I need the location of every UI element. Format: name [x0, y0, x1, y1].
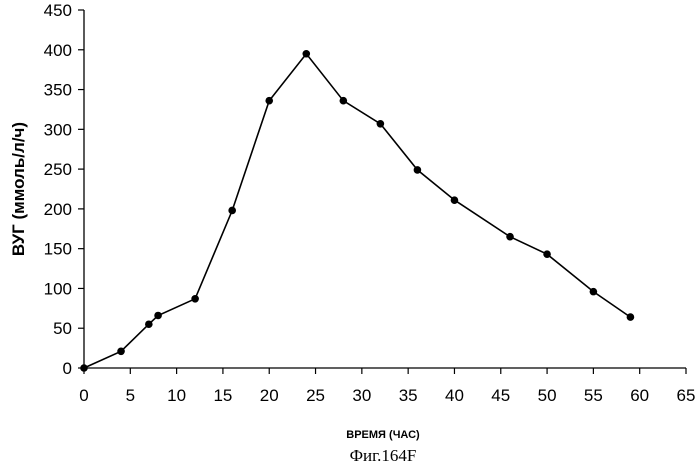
x-tick-label: 30	[352, 386, 371, 405]
y-tick-label: 150	[44, 240, 72, 259]
y-axis-label: ВУГ (ммоль/л/ч)	[9, 122, 28, 256]
data-point	[265, 97, 273, 105]
x-axis-label: ВРЕМЯ (ЧАС)	[346, 429, 420, 441]
x-tick-label: 65	[677, 386, 696, 405]
x-tick-label: 25	[306, 386, 325, 405]
y-tick-label: 50	[53, 319, 72, 338]
y-ticks: 0 50 100 150 200 250 300 350 400 450	[44, 1, 84, 378]
x-tick-label: 60	[630, 386, 649, 405]
x-tick-label: 55	[584, 386, 603, 405]
x-tick-label: 5	[126, 386, 135, 405]
y-tick-label: 300	[44, 120, 72, 139]
data-point	[228, 207, 236, 215]
data-points	[80, 50, 634, 372]
x-tick-label: 50	[538, 386, 557, 405]
x-tick-label: 10	[167, 386, 186, 405]
x-tick-label: 40	[445, 386, 464, 405]
data-point	[191, 295, 199, 303]
data-point	[145, 320, 153, 328]
x-tick-label: 15	[213, 386, 232, 405]
data-point	[414, 166, 422, 174]
data-point	[506, 233, 514, 241]
axes: 0 5 10 15 20 25 30 35 40 45 50 55 60 65 0 50 100 150 200 2…	[44, 1, 696, 405]
x-ticks: 0 5 10 15 20 25 30 35 40 45 50 55 60 65	[79, 368, 695, 405]
x-tick-label: 35	[399, 386, 418, 405]
y-tick-label: 0	[63, 359, 72, 378]
data-point	[377, 120, 385, 128]
data-point	[154, 312, 162, 320]
y-tick-label: 450	[44, 1, 72, 20]
y-tick-label: 350	[44, 81, 72, 100]
data-point	[80, 364, 88, 372]
data-point	[451, 196, 459, 204]
y-tick-label: 100	[44, 279, 72, 298]
data-point	[117, 347, 125, 355]
y-tick-label: 400	[44, 41, 72, 60]
x-tick-label: 45	[491, 386, 510, 405]
data-point	[302, 50, 310, 58]
y-tick-label: 250	[44, 160, 72, 179]
y-tick-label: 200	[44, 200, 72, 219]
figure-caption: Фиг.164F	[350, 446, 417, 465]
x-tick-label: 20	[260, 386, 279, 405]
data-point	[627, 313, 635, 321]
series-line	[84, 54, 630, 368]
data-point	[590, 288, 598, 296]
data-point	[340, 97, 348, 105]
plot-area	[80, 50, 634, 372]
data-point	[543, 250, 551, 258]
x-tick-label: 0	[79, 386, 88, 405]
